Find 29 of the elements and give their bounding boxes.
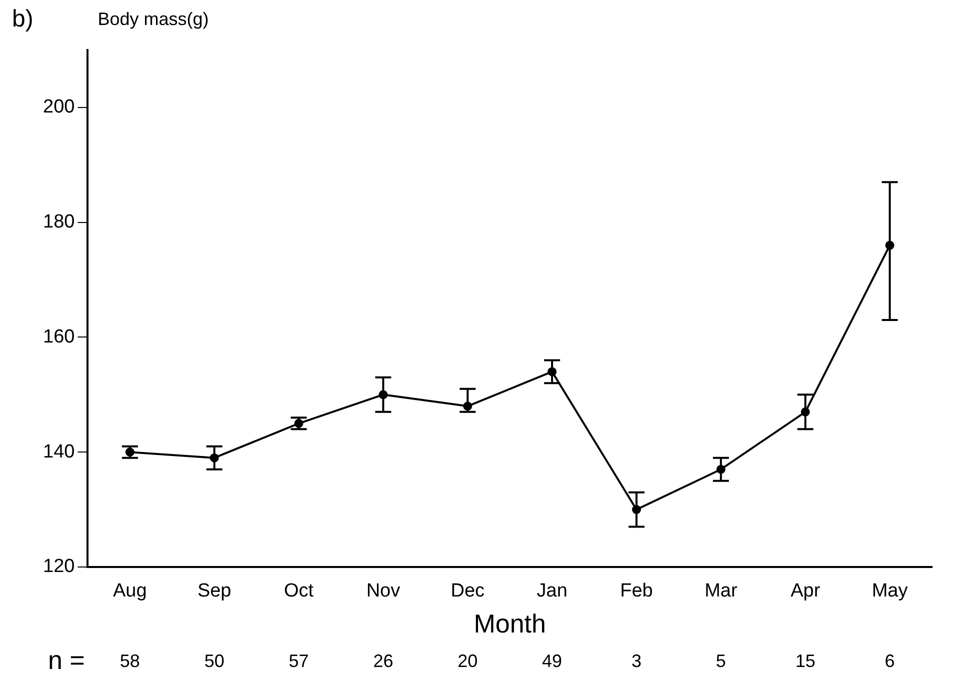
- x-tick-label: May: [872, 580, 908, 602]
- y-tick-label: 160: [43, 326, 75, 348]
- y-tick-label: 140: [43, 441, 75, 462]
- x-tick-label: Jan: [536, 580, 568, 602]
- x-tick-label: Dec: [450, 580, 485, 602]
- x-tick-label: Mar: [704, 580, 738, 602]
- text: n =: [48, 645, 85, 676]
- text: 6: [884, 650, 895, 671]
- x-tick-label: Apr: [790, 580, 821, 602]
- y-tick-label: 180: [43, 212, 75, 233]
- text: 20: [458, 650, 478, 671]
- text: 57: [288, 650, 309, 671]
- text: 5: [716, 650, 726, 671]
- text: 15: [795, 650, 816, 671]
- text: 49: [542, 650, 562, 671]
- y-axis-title: Body mass(g): [98, 8, 209, 29]
- text: 50: [204, 650, 224, 671]
- text: 58: [120, 650, 140, 671]
- x-tick-label: Feb: [620, 580, 653, 602]
- x-tick-label: Aug: [113, 580, 147, 602]
- x-tick-label: Nov: [366, 580, 401, 602]
- x-tick-label: Oct: [284, 580, 314, 602]
- x-tick-label: Sep: [197, 580, 232, 602]
- y-tick-label: 120: [43, 556, 75, 578]
- text: b): [12, 6, 34, 33]
- y-tick-label: 200: [43, 96, 75, 118]
- x-axis-title: Month: [474, 608, 546, 639]
- text: 26: [373, 650, 394, 671]
- text: 3: [631, 650, 642, 671]
